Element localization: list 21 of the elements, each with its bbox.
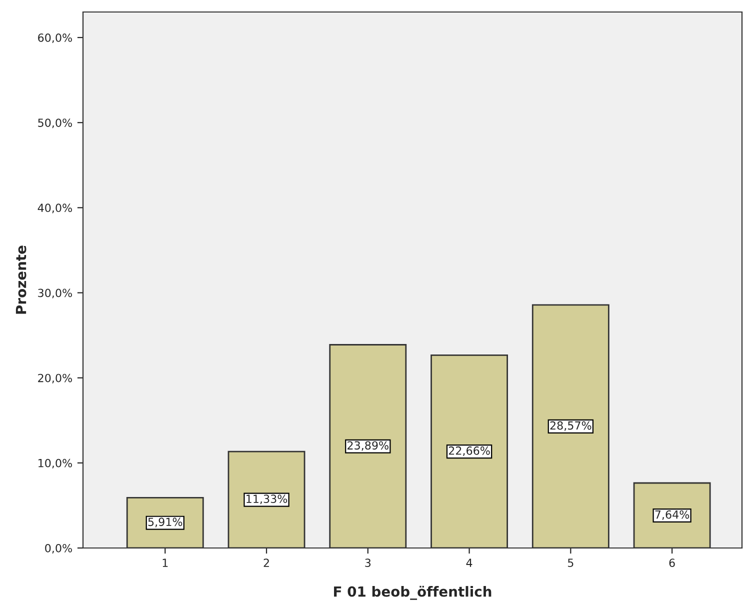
x-tick-label: 6 — [669, 558, 675, 568]
data-label: 28,57% — [550, 421, 592, 431]
y-tick-label: 50,0% — [38, 118, 72, 128]
y-tick-label: 0,0% — [45, 544, 72, 554]
data-label: 23,89% — [348, 441, 388, 451]
y-tick-label: 20,0% — [38, 374, 72, 384]
x-tick-label: 3 — [365, 558, 371, 568]
y-tick-label: 10,0% — [38, 458, 72, 468]
data-label: 11,33% — [246, 494, 288, 504]
y-tick-label: 40,0% — [38, 204, 72, 214]
y-tick-label: 60,0% — [38, 34, 72, 44]
y-tick-label: 30,0% — [38, 288, 72, 298]
x-tick-label: 1 — [162, 558, 168, 567]
x-tick-label: 5 — [568, 558, 574, 568]
data-label: 5,91% — [148, 518, 182, 528]
x-tick-label: 4 — [466, 558, 472, 567]
x-tick-label: 2 — [264, 558, 269, 567]
y-axis-title: Prozente — [16, 246, 26, 314]
data-label: 7,64% — [655, 510, 690, 520]
x-axis-title: F 01 beob_öffentlich — [334, 586, 492, 600]
data-label: 22,66% — [448, 446, 490, 456]
